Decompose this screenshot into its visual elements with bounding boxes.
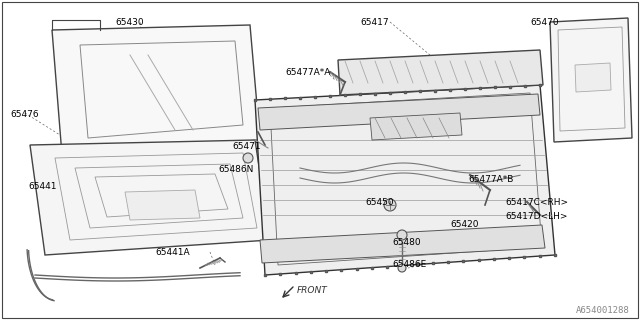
- Text: 65476: 65476: [10, 110, 38, 119]
- Polygon shape: [260, 225, 545, 263]
- Polygon shape: [255, 85, 555, 275]
- Text: A654001288: A654001288: [576, 306, 630, 315]
- Text: 65430: 65430: [115, 18, 143, 27]
- Text: 65477A*A: 65477A*A: [285, 68, 330, 77]
- Text: 65417D<LH>: 65417D<LH>: [505, 212, 568, 221]
- Text: 65471: 65471: [232, 142, 260, 151]
- Text: 65441A: 65441A: [155, 248, 189, 257]
- Circle shape: [397, 230, 407, 240]
- Text: 65417: 65417: [360, 18, 388, 27]
- Text: 65480: 65480: [392, 238, 420, 247]
- Circle shape: [243, 153, 253, 163]
- Circle shape: [384, 199, 396, 211]
- Text: 65450: 65450: [365, 198, 394, 207]
- Polygon shape: [575, 63, 611, 92]
- Text: 65477A*B: 65477A*B: [468, 175, 513, 184]
- Polygon shape: [338, 50, 543, 95]
- Text: 65441: 65441: [28, 182, 56, 191]
- Text: 65470: 65470: [530, 18, 559, 27]
- Text: 65486E: 65486E: [392, 260, 426, 269]
- Polygon shape: [550, 18, 632, 142]
- Text: 65420: 65420: [450, 220, 479, 229]
- Text: FRONT: FRONT: [297, 286, 328, 295]
- Polygon shape: [52, 25, 260, 155]
- Circle shape: [398, 264, 406, 272]
- Polygon shape: [370, 113, 462, 140]
- Text: 65417C<RH>: 65417C<RH>: [505, 198, 568, 207]
- Polygon shape: [30, 140, 270, 255]
- Text: 65486N: 65486N: [218, 165, 253, 174]
- Polygon shape: [125, 190, 200, 220]
- Polygon shape: [258, 94, 540, 130]
